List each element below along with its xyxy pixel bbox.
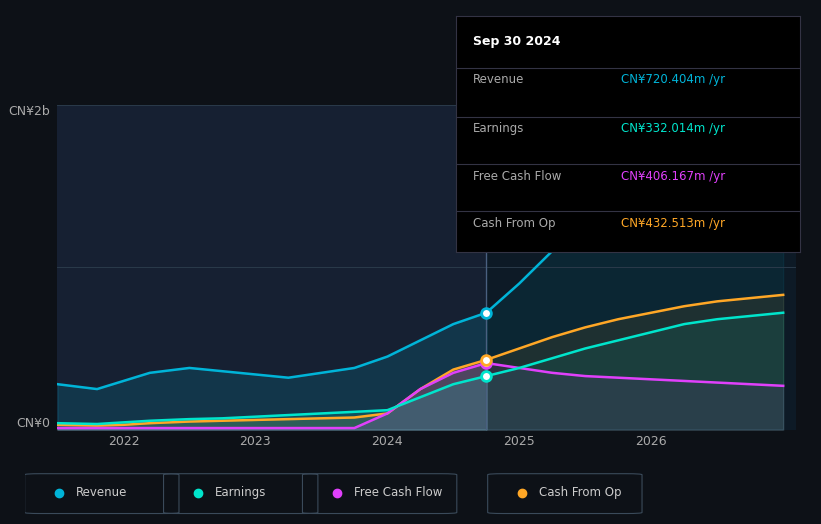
Bar (57, 105, 486, 430)
Text: CN¥2b: CN¥2b (8, 105, 50, 118)
Text: Free Cash Flow: Free Cash Flow (354, 486, 443, 499)
Text: Past: Past (457, 116, 484, 129)
Text: Cash From Op: Cash From Op (539, 486, 621, 499)
Text: CN¥0: CN¥0 (16, 417, 50, 430)
Text: Free Cash Flow: Free Cash Flow (473, 170, 562, 182)
Text: CN¥332.014m /yr: CN¥332.014m /yr (621, 123, 725, 135)
Text: Earnings: Earnings (473, 123, 525, 135)
Text: Revenue: Revenue (473, 73, 525, 86)
Bar (486, 105, 796, 430)
Text: CN¥406.167m /yr: CN¥406.167m /yr (621, 170, 726, 182)
Text: Cash From Op: Cash From Op (473, 217, 555, 230)
Text: Revenue: Revenue (76, 486, 128, 499)
Text: Analysts Forecasts: Analysts Forecasts (493, 116, 609, 129)
Text: CN¥432.513m /yr: CN¥432.513m /yr (621, 217, 725, 230)
Text: Earnings: Earnings (215, 486, 267, 499)
Text: CN¥720.404m /yr: CN¥720.404m /yr (621, 73, 725, 86)
Text: Sep 30 2024: Sep 30 2024 (473, 35, 561, 48)
